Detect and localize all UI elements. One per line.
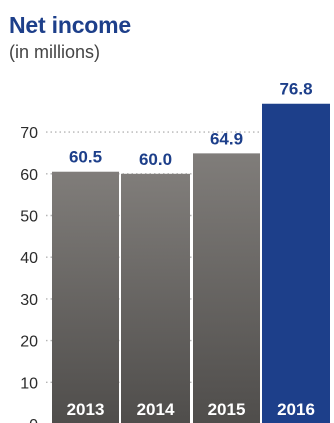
y-tick-label: 60: [20, 167, 38, 184]
y-tick-label: 30: [20, 292, 38, 309]
bar: [193, 153, 260, 423]
value-label: 60.5: [69, 148, 102, 167]
y-tick-label: 40: [20, 250, 38, 267]
bar: [262, 103, 330, 423]
chart-title: Net income: [9, 12, 131, 38]
y-tick-label: 50: [20, 209, 38, 226]
bar: [52, 171, 119, 423]
category-label: 2014: [137, 400, 175, 419]
value-label: 64.9: [210, 129, 243, 148]
y-tick-label: 0: [29, 417, 38, 423]
category-label: 2013: [67, 400, 105, 419]
bars: [52, 103, 330, 423]
value-label: 76.8: [279, 80, 312, 99]
value-label: 60.0: [139, 150, 172, 169]
labels: 60.5 2013 60.0 2014 64.9 2015 76.8 2016: [67, 80, 315, 419]
category-label: 2015: [208, 400, 246, 419]
y-axis-ticks: 0 10 20 30 40 50 60 70: [20, 125, 38, 423]
y-tick-label: 10: [20, 375, 38, 392]
category-label: 2016: [277, 400, 315, 419]
chart-subtitle: (in millions): [9, 42, 101, 62]
bar: [121, 173, 190, 423]
y-tick-label: 70: [20, 125, 38, 142]
y-tick-label: 20: [20, 334, 38, 351]
